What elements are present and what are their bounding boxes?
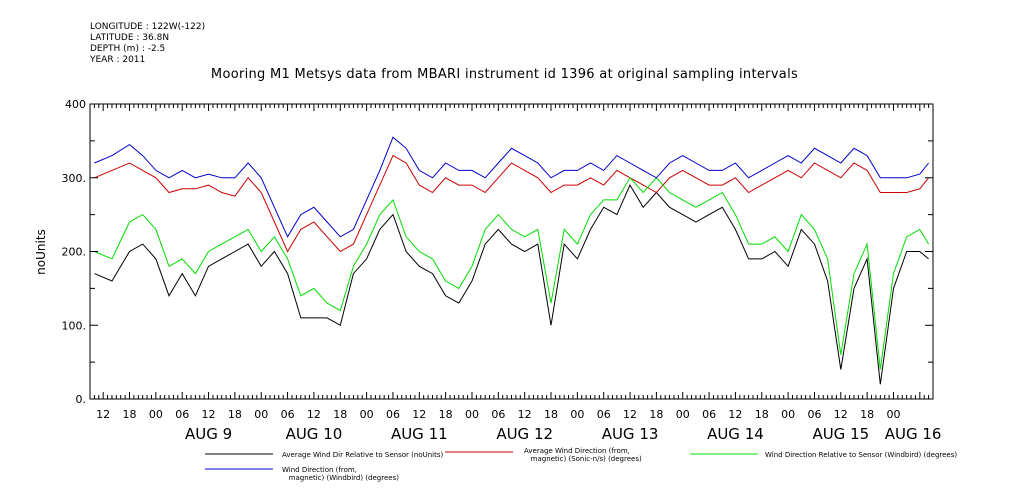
- x-hour-label: 00: [781, 408, 795, 421]
- x-day-label: AUG 16: [885, 425, 942, 443]
- series-line-2: [94, 176, 930, 370]
- x-hour-label: 12: [834, 408, 848, 421]
- x-hour-label: 18: [544, 408, 558, 421]
- axis-labels: 0. 100. 200. 300. 400 12 18 00 06 12 18 00 06 12 18 00 0…: [62, 98, 942, 443]
- meta-depth: DEPTH (m) : -2.5: [90, 44, 166, 54]
- y-axis-title: noUnits: [34, 229, 48, 275]
- series-line-3: [94, 136, 929, 238]
- y-tick-label: 0.: [76, 393, 87, 406]
- x-hour-label: 00: [676, 408, 690, 421]
- x-hour-label: 06: [491, 408, 505, 421]
- legend-label-red: Average Wind Direction (from, magnetic) …: [524, 447, 642, 463]
- x-hour-label: 18: [123, 408, 137, 421]
- x-day-label: AUG 10: [286, 425, 343, 443]
- metadata-block: LONGITUDE : 122W(-122) LATITUDE : 36.8N …: [90, 22, 205, 66]
- y-tick-label: 300.: [62, 172, 87, 185]
- x-hour-label: 12: [307, 408, 321, 421]
- x-hour-label: 12: [202, 408, 216, 421]
- x-hour-label: 18: [439, 408, 453, 421]
- x-hour-label: 18: [228, 408, 242, 421]
- legend-label-green: Wind Direction Relative to Sensor (Windb…: [765, 451, 958, 459]
- x-hour-label: 00: [254, 408, 268, 421]
- x-hour-label: 12: [96, 408, 110, 421]
- x-hour-label: 06: [807, 408, 821, 421]
- meta-longitude: LONGITUDE : 122W(-122): [90, 22, 206, 32]
- y-tick-label: 400: [65, 98, 86, 111]
- x-day-label: AUG 13: [602, 425, 659, 443]
- x-day-label: AUG 14: [707, 425, 764, 443]
- x-day-label: AUG 12: [496, 425, 553, 443]
- x-hour-label: 00: [360, 408, 374, 421]
- x-hour-label: 12: [412, 408, 426, 421]
- legend: [205, 451, 758, 470]
- chart-title: Mooring M1 Metsys data from MBARI instru…: [210, 67, 799, 82]
- x-hour-label: 06: [281, 408, 295, 421]
- x-day-label: AUG 9: [185, 425, 232, 443]
- legend-label-black: Average Wind Dir Relative to Sensor (noU…: [282, 451, 444, 459]
- axis-ticks: [89, 103, 934, 400]
- x-hour-label: 18: [755, 408, 769, 421]
- x-day-label: AUG 15: [812, 425, 869, 443]
- x-hour-label: 12: [728, 408, 742, 421]
- x-day-label: AUG 11: [391, 425, 448, 443]
- x-hour-label: 06: [702, 408, 716, 421]
- legend-label-blue: Wind Direction (from, magnetic) (Windbir…: [282, 466, 399, 482]
- series-line-1: [94, 154, 929, 253]
- x-hour-label: 18: [649, 408, 663, 421]
- meta-year: YEAR : 2011: [90, 55, 146, 65]
- x-hour-label: 06: [597, 408, 611, 421]
- x-hour-label: 06: [175, 408, 189, 421]
- meta-latitude: LATITUDE : 36.8N: [90, 33, 170, 43]
- y-tick-label: 200.: [62, 246, 87, 259]
- x-hour-label: 00: [465, 408, 479, 421]
- x-hour-label: 18: [860, 408, 874, 421]
- x-hour-label: 18: [333, 408, 347, 421]
- x-hour-label: 00: [570, 408, 584, 421]
- x-hour-label: 12: [623, 408, 637, 421]
- series-line-0: [94, 184, 929, 385]
- x-hour-label: 00: [149, 408, 163, 421]
- x-hour-label: 00: [886, 408, 900, 421]
- plot-lines: [94, 136, 930, 385]
- x-hour-label: 06: [386, 408, 400, 421]
- x-hour-label: 12: [518, 408, 532, 421]
- y-tick-label: 100.: [62, 319, 87, 332]
